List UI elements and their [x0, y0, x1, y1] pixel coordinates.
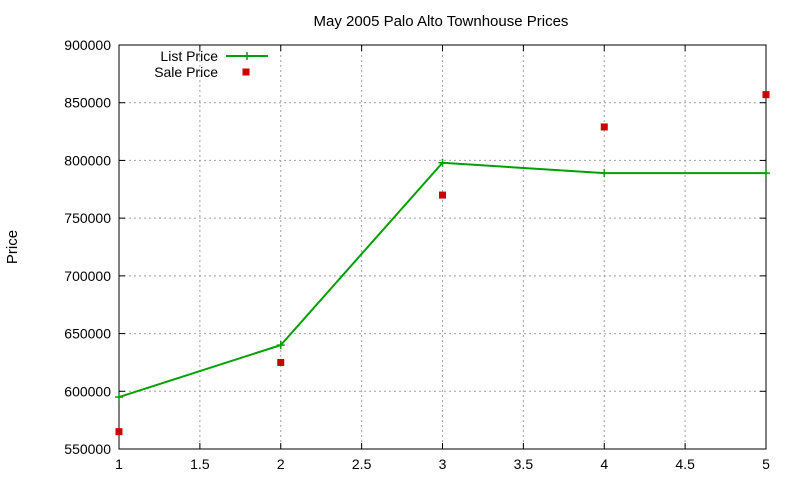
list-price-point	[438, 158, 447, 167]
chart-title: May 2005 Palo Alto Townhouse Prices	[314, 13, 569, 30]
sale-price-point	[600, 123, 608, 131]
sale-price-point	[115, 428, 123, 436]
list-price-point	[276, 341, 285, 350]
y-tick-label: 900000	[64, 37, 111, 53]
y-tick-label: 850000	[64, 95, 111, 111]
y-tick-label: 650000	[64, 326, 111, 342]
y-tick-label: 600000	[64, 383, 111, 399]
x-tick-label: 2.5	[352, 456, 372, 472]
x-tick-label: 5	[762, 456, 770, 472]
sale-price-point	[762, 91, 770, 99]
x-tick-label: 1	[115, 456, 123, 472]
x-tick-label: 2	[277, 456, 285, 472]
y-tick-label: 800000	[64, 152, 111, 168]
sale-price-point	[277, 358, 285, 366]
axis-ticks: 1 1.5 2 2.5 3 3.5 4 4.5 5 550000 600000 650000 70000…	[64, 37, 770, 472]
y-tick-label: 750000	[64, 210, 111, 226]
list-price-point	[762, 169, 770, 178]
legend-label-sale-price: Sale Price	[154, 64, 218, 80]
x-tick-label: 4.5	[675, 456, 695, 472]
legend-label-list-price: List Price	[160, 48, 218, 64]
grid-lines	[119, 45, 766, 449]
y-tick-label: 550000	[64, 441, 111, 457]
list-price-point	[600, 169, 609, 178]
x-tick-label: 3.5	[514, 456, 534, 472]
legend-marker-list-price	[243, 52, 251, 60]
x-tick-label: 1.5	[190, 456, 210, 472]
legend-marker-sale-price	[242, 68, 250, 76]
x-tick-label: 4	[600, 456, 608, 472]
list-price-point	[115, 393, 123, 402]
y-axis-title: Price	[4, 230, 21, 264]
y-tick-label: 700000	[64, 268, 111, 284]
series-layer	[115, 91, 770, 436]
x-tick-label: 3	[439, 456, 447, 472]
sale-price-point	[439, 191, 446, 199]
